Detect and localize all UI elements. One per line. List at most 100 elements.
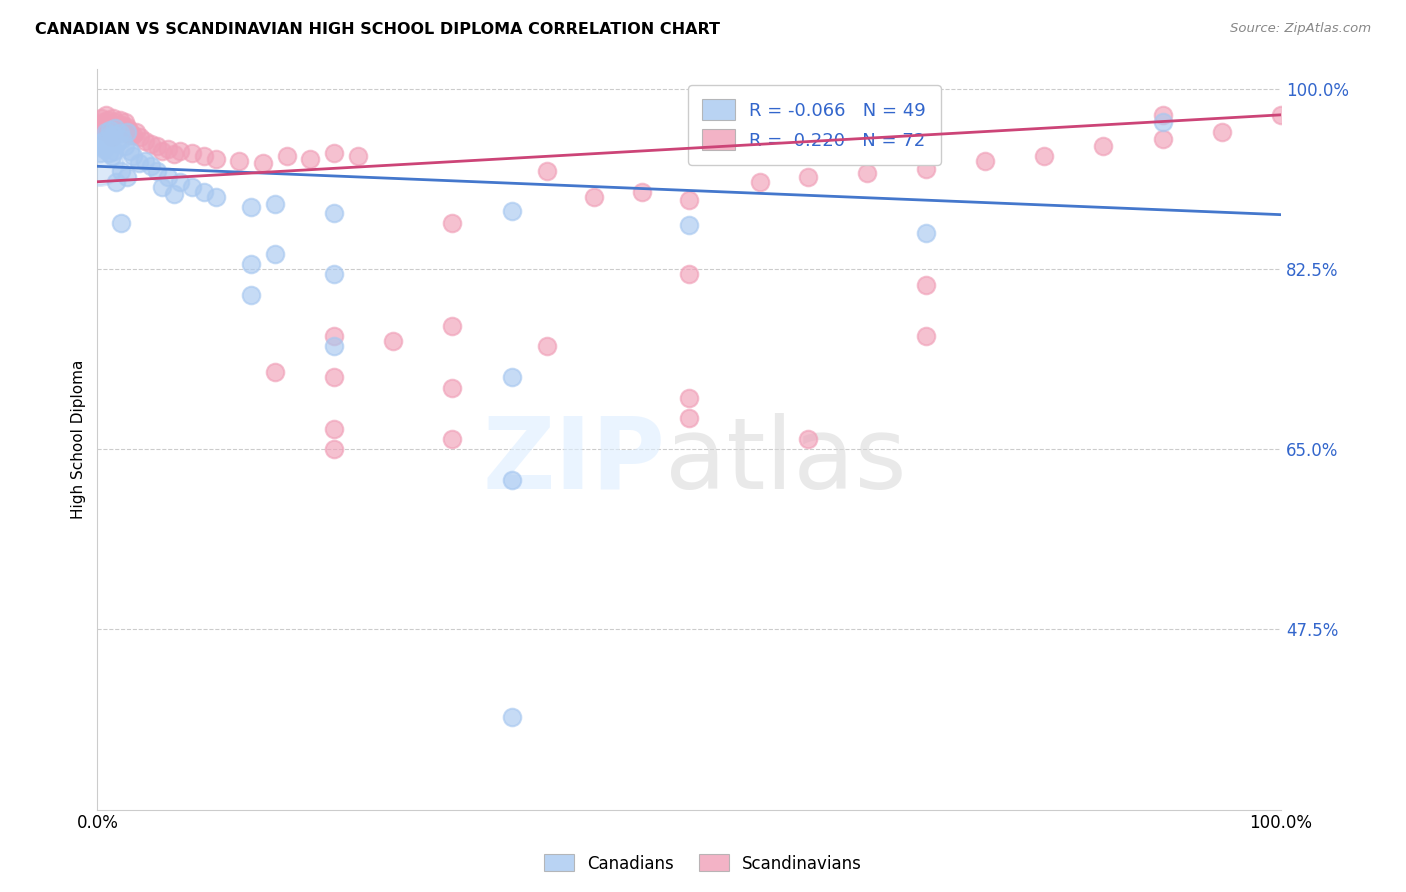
Point <box>678 218 700 232</box>
Point <box>1211 125 1233 139</box>
Point <box>100 149 122 163</box>
Point <box>441 380 464 394</box>
Point <box>678 268 700 282</box>
Point <box>323 205 346 219</box>
Point <box>157 142 180 156</box>
Point <box>129 130 152 145</box>
Point <box>105 175 128 189</box>
Point <box>1092 138 1115 153</box>
Point <box>157 169 180 184</box>
Point <box>228 154 250 169</box>
Point <box>104 115 127 129</box>
Point <box>1152 108 1174 122</box>
Point <box>240 257 263 271</box>
Point <box>536 339 558 353</box>
Point <box>163 147 186 161</box>
Point <box>678 411 700 425</box>
Point <box>501 370 523 384</box>
Text: Source: ZipAtlas.com: Source: ZipAtlas.com <box>1230 22 1371 36</box>
Point <box>441 318 464 333</box>
Point <box>915 162 938 177</box>
Point <box>110 164 132 178</box>
Point <box>97 130 120 145</box>
Point <box>152 180 174 194</box>
Point <box>299 152 322 166</box>
Point <box>108 113 131 128</box>
Point <box>536 164 558 178</box>
Point <box>100 130 122 145</box>
Point <box>118 123 141 137</box>
Point <box>915 277 938 292</box>
Point <box>169 175 191 189</box>
Point <box>264 365 287 379</box>
Point <box>91 138 114 153</box>
Point <box>93 121 115 136</box>
Point <box>115 125 138 139</box>
Point <box>323 145 346 160</box>
Point <box>114 138 136 153</box>
Y-axis label: High School Diploma: High School Diploma <box>72 359 86 519</box>
Point <box>101 128 124 143</box>
Point <box>240 288 263 302</box>
Point <box>94 125 117 139</box>
Point <box>441 216 464 230</box>
Point <box>169 144 191 158</box>
Point <box>89 145 111 160</box>
Point <box>120 128 142 143</box>
Point <box>111 131 134 145</box>
Point <box>97 113 120 128</box>
Point <box>91 134 114 148</box>
Point <box>111 118 134 132</box>
Point <box>121 149 143 163</box>
Point <box>1152 131 1174 145</box>
Point <box>128 156 150 170</box>
Point <box>346 149 368 163</box>
Point <box>323 370 346 384</box>
Point <box>204 190 226 204</box>
Point <box>630 185 652 199</box>
Point <box>125 125 148 139</box>
Point <box>93 142 115 156</box>
Point <box>323 442 346 457</box>
Point <box>796 432 818 446</box>
Point <box>115 169 138 184</box>
Point <box>96 125 118 139</box>
Point <box>441 432 464 446</box>
Point <box>264 247 287 261</box>
Point <box>107 136 129 150</box>
Point <box>323 329 346 343</box>
Point <box>152 144 174 158</box>
Point <box>915 226 938 240</box>
Point <box>145 138 167 153</box>
Point <box>91 115 114 129</box>
Point <box>855 167 877 181</box>
Text: CANADIAN VS SCANDINAVIAN HIGH SCHOOL DIPLOMA CORRELATION CHART: CANADIAN VS SCANDINAVIAN HIGH SCHOOL DIP… <box>35 22 720 37</box>
Point <box>193 185 215 199</box>
Point <box>139 159 162 173</box>
Point <box>678 194 700 208</box>
Point <box>501 710 523 724</box>
Point <box>89 123 111 137</box>
Point <box>382 334 405 349</box>
Point <box>104 121 127 136</box>
Point <box>583 190 606 204</box>
Point <box>181 180 204 194</box>
Point <box>193 149 215 163</box>
Point <box>101 111 124 125</box>
Point <box>94 108 117 122</box>
Text: atlas: atlas <box>665 413 907 509</box>
Point <box>107 120 129 135</box>
Point <box>110 216 132 230</box>
Point <box>974 154 997 169</box>
Text: ZIP: ZIP <box>482 413 665 509</box>
Point <box>98 123 121 137</box>
Point <box>91 118 114 132</box>
Point <box>181 145 204 160</box>
Point <box>796 169 818 184</box>
Point <box>108 127 131 141</box>
Point <box>105 123 128 137</box>
Point <box>90 111 112 125</box>
Point <box>103 144 125 158</box>
Point <box>163 187 186 202</box>
Point <box>915 329 938 343</box>
